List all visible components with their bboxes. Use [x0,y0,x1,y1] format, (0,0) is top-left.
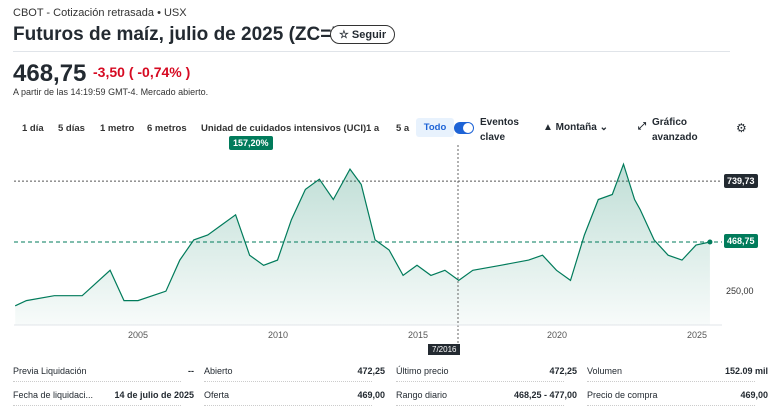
range-5d[interactable]: 5 días [58,123,85,134]
change-value: -3,50 [93,64,125,80]
source-label: CBOT - Cotización retrasada • USX [13,7,187,19]
stat-value: 472,25 [357,366,385,376]
stat-value: 472,25 [549,366,577,376]
range-ytd[interactable]: Unidad de cuidados intensivos (UCI) [201,123,367,134]
high-label: 739,73 [724,174,758,188]
range-all[interactable]: Todo [416,118,454,137]
advanced-chart-button[interactable]: ⤢ Gráfico avanzado [638,115,712,145]
range-1d[interactable]: 1 día [22,123,44,134]
stat-label: Fecha de liquidaci... [13,390,94,400]
key-events-label: Eventos clave [480,117,519,143]
as-of-text: A partir de las 14:19:59 GMT-4. Mercado … [13,87,209,97]
range-1m[interactable]: 1 metro [100,123,135,134]
price-change: -3,50 ( -0,74% ) [93,64,190,80]
x-tick-label: 2015 [408,330,429,340]
stat-label: Último precio [396,366,449,376]
range-5y[interactable]: 5 a [396,123,410,134]
stat-value: 152.09 mil [724,366,768,376]
divider [587,405,755,406]
divider [204,381,372,382]
range-change-badge: 157,20% [229,136,273,150]
gear-icon[interactable]: ⚙ [736,121,747,135]
x-tick-label: 2010 [268,330,289,340]
stat-label: Oferta [204,390,230,400]
price: 468,75 [13,60,87,87]
stat-label: Previa Liquidación [13,366,87,376]
stat-value: 14 de julio de 2025 [114,390,194,400]
stat-value: -- [188,366,194,376]
x-tick-label: 2025 [687,330,708,340]
range-1y[interactable]: 1 a [366,123,380,134]
data-point [707,239,713,245]
expand-icon: ⤢ [638,121,646,132]
advanced-chart-label: Gráfico avanzado [652,117,698,143]
current-price-label: 468,75 [724,234,758,248]
stat-label: Volumen [587,366,623,376]
divider [204,405,372,406]
stat-value: 469,00 [357,390,385,400]
x-tick-label: 2020 [547,330,568,340]
stat-label: Abierto [204,366,233,376]
price-line [14,162,711,307]
key-events-toggle[interactable] [454,122,474,134]
price-chart[interactable] [0,0,780,360]
page-title: Futuros de maíz, julio de 2025 (ZC=F) [13,24,350,45]
divider [587,381,755,382]
divider [396,381,564,382]
y-tick-label: 250,00 [726,286,754,296]
divider [13,381,181,382]
divider [396,405,564,406]
change-percent: ( -0,74% ) [128,64,191,80]
stat-value: 469,00 [740,390,768,400]
x-tick-label: 2005 [128,330,149,340]
price-area [15,164,710,325]
event-date-label: 7/2016 [428,344,461,355]
chart-type-dropdown[interactable]: ▲ Montaña ⌄ [543,122,608,133]
stat-label: Rango diario [396,390,448,400]
stat-label: Precio de compra [587,390,658,400]
divider [13,405,181,406]
follow-button[interactable]: ☆ Seguir [330,25,396,44]
range-6m[interactable]: 6 metros [147,123,187,134]
divider [13,51,730,52]
stat-value: 468,25 - 477,00 [513,390,577,400]
